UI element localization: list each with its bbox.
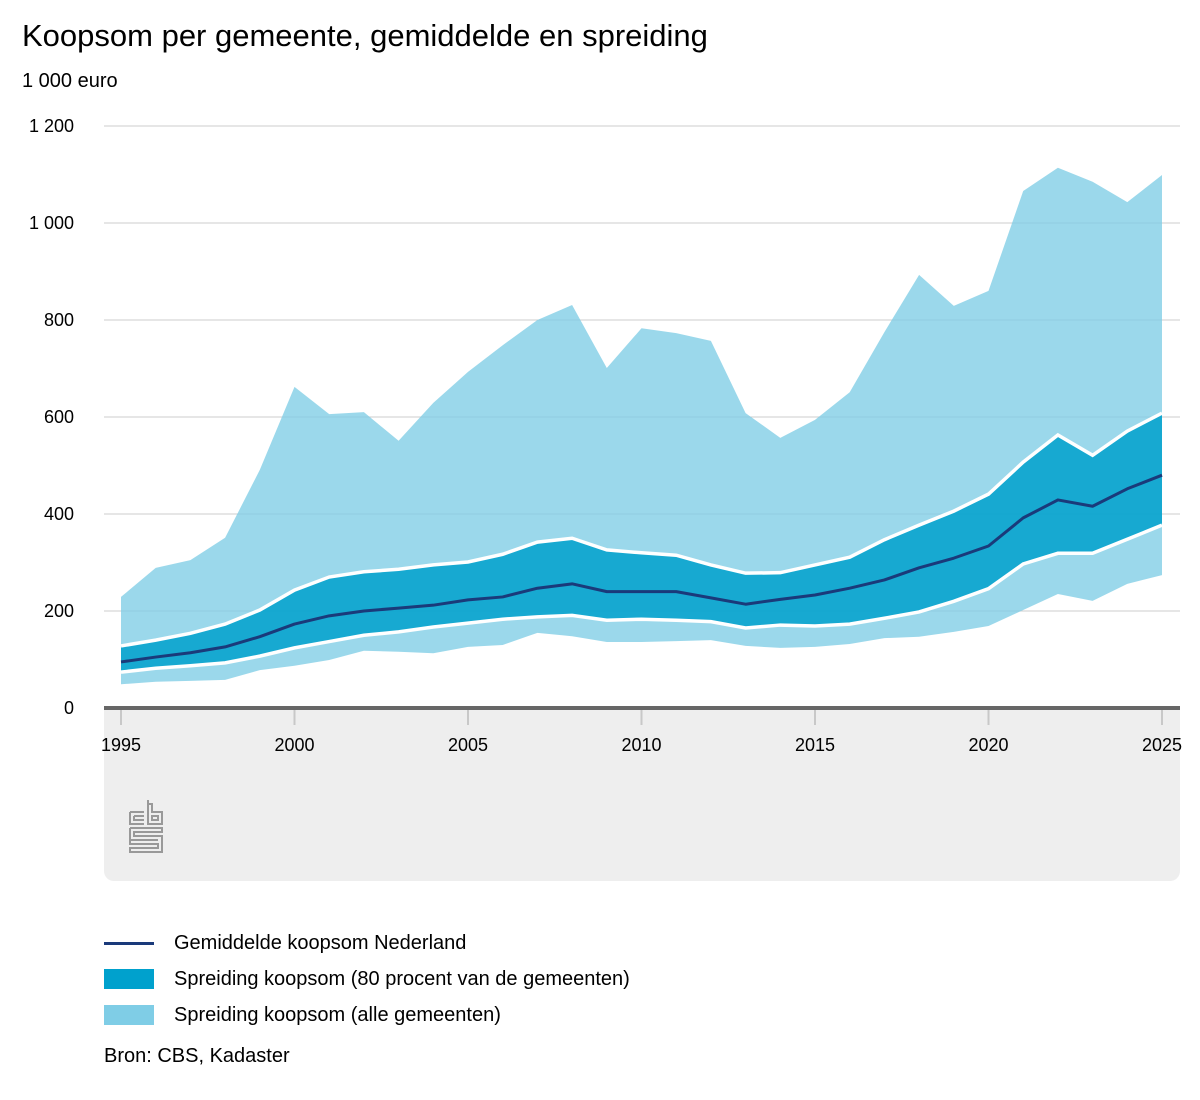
band-lower-border	[120, 523, 1163, 674]
band-upper-border	[120, 411, 1163, 648]
y-tick-label: 1 000	[29, 213, 74, 233]
x-tick-label: 2025	[1142, 735, 1182, 755]
cbs-logo-s	[129, 827, 163, 853]
legend-label: Spreiding koopsom (80 procent van de gem…	[174, 967, 630, 990]
x-tick-label: 2000	[274, 735, 314, 755]
y-axis-ticks: 0 200 400 600 800 1 000 1 200	[29, 116, 74, 718]
cbs-logo-c	[129, 811, 144, 825]
y-tick-label: 400	[44, 504, 74, 524]
legend-item-mean: Gemiddelde koopsom Nederland	[104, 925, 630, 961]
data-areas	[120, 167, 1163, 685]
cbs-logo-b	[147, 800, 163, 825]
x-tick-label: 2010	[621, 735, 661, 755]
legend-light-swatch	[104, 1005, 154, 1025]
legend-label: Spreiding koopsom (alle gemeenten)	[174, 1003, 501, 1026]
legend: Gemiddelde koopsom Nederland Spreiding k…	[104, 925, 630, 1033]
mean-line	[120, 473, 1163, 664]
source-note: Bron: CBS, Kadaster	[104, 1045, 290, 1067]
y-tick-label: 800	[44, 310, 74, 330]
x-tick-label: 2015	[795, 735, 835, 755]
y-tick-label: 0	[64, 698, 74, 718]
y-tick-label: 1 200	[29, 116, 74, 136]
y-tick-label: 200	[44, 601, 74, 621]
legend-line-swatch	[104, 941, 154, 945]
cbs-logo	[129, 800, 163, 853]
x-tick-label: 2005	[448, 735, 488, 755]
legend-dark-swatch	[104, 969, 154, 989]
area-80-percent	[121, 413, 1162, 673]
x-tick-label: 2020	[968, 735, 1008, 755]
chart-title: Koopsom per gemeente, gemiddelde en spre…	[22, 18, 708, 53]
x-axis: 1995 2000 2005 2010 2015 2020 2025	[101, 706, 1182, 755]
legend-label: Gemiddelde koopsom Nederland	[174, 931, 467, 954]
y-axis-unit-label: 1 000 euro	[22, 70, 118, 92]
legend-item-all: Spreiding koopsom (alle gemeenten)	[104, 997, 630, 1033]
legend-item-80pct: Spreiding koopsom (80 procent van de gem…	[104, 961, 630, 997]
x-axis-panel	[104, 708, 1180, 881]
x-tick-label: 1995	[101, 735, 141, 755]
chart-area: 0 200 400 600 800 1 000 1 200 1995 2000 2005 2010…	[29, 116, 1182, 881]
y-tick-label: 600	[44, 407, 74, 427]
